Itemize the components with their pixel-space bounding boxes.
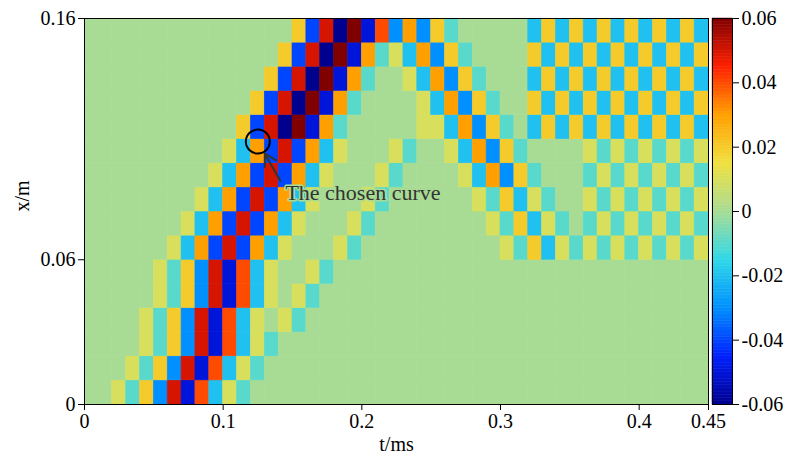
svg-text:0.06: 0.06 bbox=[742, 7, 777, 29]
svg-text:0.1: 0.1 bbox=[211, 410, 236, 432]
svg-text:0: 0 bbox=[80, 410, 90, 432]
svg-text:-0.02: -0.02 bbox=[742, 264, 784, 286]
svg-text:x/m: x/m bbox=[11, 180, 33, 212]
svg-text:t/ms: t/ms bbox=[379, 433, 414, 455]
svg-text:The chosen curve: The chosen curve bbox=[285, 180, 440, 205]
svg-text:0.3: 0.3 bbox=[488, 410, 513, 432]
svg-text:0.16: 0.16 bbox=[41, 7, 76, 29]
svg-text:-0.06: -0.06 bbox=[742, 393, 784, 415]
svg-text:0: 0 bbox=[742, 200, 752, 222]
svg-text:0.2: 0.2 bbox=[349, 410, 374, 432]
svg-text:0.45: 0.45 bbox=[691, 410, 726, 432]
svg-text:0.06: 0.06 bbox=[41, 248, 76, 270]
svg-text:-0.04: -0.04 bbox=[742, 329, 784, 351]
svg-text:0.4: 0.4 bbox=[627, 410, 652, 432]
svg-text:0.04: 0.04 bbox=[742, 71, 777, 93]
svg-text:0.02: 0.02 bbox=[742, 136, 777, 158]
svg-text:0: 0 bbox=[66, 393, 76, 415]
